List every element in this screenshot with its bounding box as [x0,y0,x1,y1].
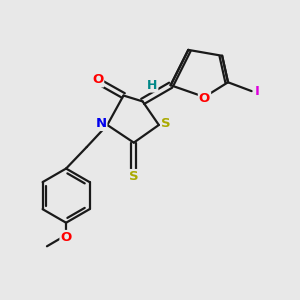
Text: I: I [254,85,259,98]
Text: S: S [129,170,139,183]
Text: N: N [95,117,106,130]
Text: O: O [199,92,210,105]
Text: S: S [161,117,171,130]
Text: O: O [61,231,72,244]
Text: H: H [147,79,158,92]
Text: O: O [92,74,103,86]
